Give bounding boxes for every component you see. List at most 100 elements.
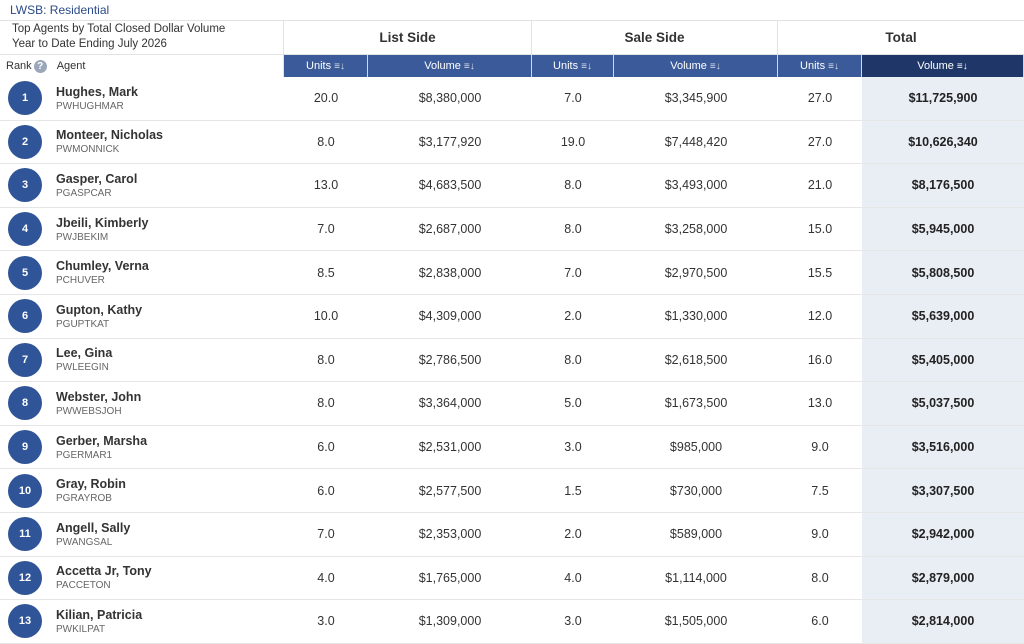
agent-cell[interactable]: Gupton, Kathy PGUPTKAT xyxy=(50,295,284,338)
agent-code: PWKILPAT xyxy=(56,623,106,635)
agent-code: PGRAYROB xyxy=(56,493,112,505)
agent-name[interactable]: Accetta Jr, Tony xyxy=(56,564,152,579)
agent-name[interactable]: Gupton, Kathy xyxy=(56,302,143,317)
rank-agent-header: Rank ? Agent xyxy=(0,55,284,77)
sale-units-cell: 3.0 xyxy=(564,440,582,455)
rank-badge: 4 xyxy=(8,212,42,247)
sale-units-cell: 19.0 xyxy=(560,134,586,149)
sale-volume-cell: $2,618,500 xyxy=(664,352,728,367)
agent-cell[interactable]: Jbeili, Kimberly PWJBEKIM xyxy=(50,208,284,251)
list-volume-cell: $3,364,000 xyxy=(418,396,482,411)
agent-name[interactable]: Lee, Gina xyxy=(56,346,113,361)
agent-code: PCHUVER xyxy=(56,275,105,287)
list-volume-header[interactable]: Volume ≡↓ xyxy=(368,55,532,77)
sale-volume-cell: $3,345,900 xyxy=(664,91,728,106)
rank-badge: 2 xyxy=(8,124,42,159)
rank-cell: 3 xyxy=(0,164,50,207)
table-row[interactable]: 10 Gray, Robin PGRAYROB 6.0 $2,577,500 1.5 $73… xyxy=(0,469,1024,513)
list-units-cell: 7.0 xyxy=(317,222,335,237)
table-row[interactable]: 8 Webster, John PWWEBSJOH 8.0 $3,364,000 5.0 $… xyxy=(0,382,1024,426)
sort-icon: ≡↓ xyxy=(581,60,592,72)
agent-name[interactable]: Hughes, Mark xyxy=(56,84,138,99)
list-units-cell: 13.0 xyxy=(313,178,339,193)
sort-icon: ≡↓ xyxy=(709,60,721,72)
list-volume-cell: $2,838,000 xyxy=(418,265,482,280)
agent-name[interactable]: Monteer, Nicholas xyxy=(56,128,163,143)
table-row[interactable]: 12 Accetta Jr, Tony PACCETON 4.0 $1,765,000 4… xyxy=(0,556,1024,601)
rank-cell: 13 xyxy=(0,600,50,643)
sale-volume-cell: $1,505,000 xyxy=(664,614,728,629)
agent-code: PGUPTKAT xyxy=(56,318,110,330)
rank-cell: 2 xyxy=(0,121,50,164)
agent-cell[interactable]: Lee, Gina PWLEEGIN xyxy=(50,339,284,382)
list-volume-cell: $2,577,500 xyxy=(418,483,482,498)
agent-name[interactable]: Webster, John xyxy=(56,389,142,404)
total-volume-cell: $2,879,000 xyxy=(862,556,1024,600)
rank-cell: 8 xyxy=(0,382,50,425)
sale-units-cell: 8.0 xyxy=(564,222,582,237)
agent-cell[interactable]: Hughes, Mark PWHUGHMAR xyxy=(50,77,284,120)
agent-cell[interactable]: Webster, John PWWEBSJOH xyxy=(50,382,284,425)
list-volume-cell: $2,687,000 xyxy=(418,222,482,237)
table-row[interactable]: 4 Jbeili, Kimberly PWJBEKIM 7.0 $2,687,000 8.… xyxy=(0,207,1024,252)
table-row[interactable]: 5 Chumley, Verna PCHUVER 8.5 $2,838,000 7.0 $2… xyxy=(0,251,1024,295)
agent-name[interactable]: Gray, Robin xyxy=(56,477,126,492)
list-volume-cell: $2,531,000 xyxy=(418,440,482,455)
agent-cell[interactable]: Gerber, Marsha PGERMAR1 xyxy=(50,426,284,469)
rank-header[interactable]: Rank xyxy=(6,60,32,72)
agent-code: PACCETON xyxy=(56,580,111,592)
rank-cell: 9 xyxy=(0,426,50,469)
table-row[interactable]: 1 Hughes, Mark PWHUGHMAR 20.0 $8,380,000 7.0 $… xyxy=(0,77,1024,121)
sale-volume-cell: $3,493,000 xyxy=(664,178,728,193)
list-units-cell: 20.0 xyxy=(313,91,339,106)
total-units-cell: 12.0 xyxy=(807,309,833,324)
list-units-cell: 10.0 xyxy=(313,309,339,324)
agent-cell[interactable]: Angell, Sally PWANGSAL xyxy=(50,513,284,556)
rank-badge: 1 xyxy=(8,81,42,116)
agent-cell[interactable]: Chumley, Verna PCHUVER xyxy=(50,251,284,294)
subtitle-line-2: Year to Date Ending July 2026 xyxy=(12,38,167,50)
agent-header[interactable]: Agent xyxy=(56,60,86,72)
column-label: Units xyxy=(553,60,579,72)
sale-volume-cell: $1,673,500 xyxy=(664,396,728,411)
help-icon[interactable]: ? xyxy=(33,59,47,73)
sort-icon: ≡↓ xyxy=(463,60,475,72)
agent-name[interactable]: Gasper, Carol xyxy=(56,171,138,186)
table-row[interactable]: 7 Lee, Gina PWLEEGIN 8.0 $2,786,500 8.0 $2,618… xyxy=(0,338,1024,383)
total-volume-cell: $5,808,500 xyxy=(862,251,1024,294)
list-units-header[interactable]: Units ≡↓ xyxy=(284,55,368,77)
group-header-row: Top Agents by Total Closed Dollar Volume… xyxy=(0,21,1024,55)
sale-units-header[interactable]: Units ≡↓ xyxy=(532,55,614,77)
table-row[interactable]: 2 Monteer, Nicholas PWMONNICK 8.0 $3,177,920… xyxy=(0,120,1024,165)
agent-cell[interactable]: Monteer, Nicholas PWMONNICK xyxy=(50,121,284,164)
agent-cell[interactable]: Accetta Jr, Tony PACCETON xyxy=(50,557,284,600)
agent-code: PGASPCAR xyxy=(56,187,112,199)
list-units-cell: 8.0 xyxy=(317,134,335,149)
agent-code: PWANGSAL xyxy=(56,536,113,548)
total-volume-cell: $10,626,340 xyxy=(862,120,1024,164)
agent-cell[interactable]: Gray, Robin PGRAYROB xyxy=(50,469,284,512)
table-row[interactable]: 13 Kilian, Patricia PWKILPAT 3.0 $1,309,000 3… xyxy=(0,600,1024,644)
sale-units-cell: 1.5 xyxy=(564,483,582,498)
total-volume-cell: $2,942,000 xyxy=(862,512,1024,556)
agent-name[interactable]: Chumley, Verna xyxy=(56,259,149,274)
sale-volume-cell: $1,114,000 xyxy=(665,570,727,585)
sale-volume-header[interactable]: Volume ≡↓ xyxy=(614,55,778,77)
table-row[interactable]: 3 Gasper, Carol PGASPCAR 13.0 $4,683,500 8.0 $… xyxy=(0,164,1024,208)
agent-name[interactable]: Gerber, Marsha xyxy=(56,433,148,448)
rank-badge: 6 xyxy=(8,299,42,334)
agent-name[interactable]: Kilian, Patricia xyxy=(56,607,143,622)
agent-name[interactable]: Angell, Sally xyxy=(56,520,131,535)
total-units-cell: 6.0 xyxy=(811,614,829,629)
total-units-header[interactable]: Units ≡↓ xyxy=(778,55,862,77)
table-row[interactable]: 11 Angell, Sally PWANGSAL 7.0 $2,353,000 2.0 $… xyxy=(0,512,1024,557)
sale-volume-cell: $3,258,000 xyxy=(664,222,728,237)
agent-cell[interactable]: Gasper, Carol PGASPCAR xyxy=(50,164,284,207)
total-volume-header[interactable]: Volume ≡↓ xyxy=(862,55,1024,77)
table-row[interactable]: 9 Gerber, Marsha PGERMAR1 6.0 $2,531,000 3.0 $… xyxy=(0,425,1024,470)
agent-name[interactable]: Jbeili, Kimberly xyxy=(56,215,149,230)
breadcrumb[interactable]: LWSB: Residential xyxy=(0,0,1024,21)
table-row[interactable]: 6 Gupton, Kathy PGUPTKAT 10.0 $4,309,000 2.0 $… xyxy=(0,294,1024,339)
report-subtitle: Top Agents by Total Closed Dollar Volume… xyxy=(0,21,284,54)
agent-cell[interactable]: Kilian, Patricia PWKILPAT xyxy=(50,600,284,643)
